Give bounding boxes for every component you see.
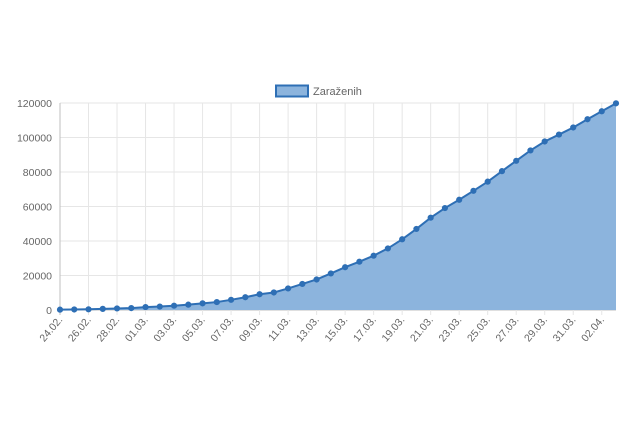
data-point-02.04.[interactable]	[599, 109, 604, 114]
x-tick-label: 02.04.	[579, 314, 607, 344]
data-point-29.03.[interactable]	[542, 139, 547, 144]
x-tick-label: 09.03.	[237, 314, 265, 344]
data-point-14.03.[interactable]	[328, 271, 333, 276]
data-point-19.03.[interactable]	[400, 237, 405, 242]
data-point-28.03.[interactable]	[528, 148, 533, 153]
data-point-25.02.[interactable]	[72, 307, 77, 312]
x-tick-label: 25.03.	[465, 314, 493, 344]
data-point-29.02.[interactable]	[129, 306, 134, 311]
data-point-26.03.[interactable]	[499, 169, 504, 174]
data-point-23.03.[interactable]	[457, 197, 462, 202]
legend-swatch[interactable]	[276, 86, 308, 97]
data-point-10.03.[interactable]	[271, 290, 276, 295]
x-tick-label: 05.03.	[180, 314, 208, 344]
data-point-17.03.[interactable]	[371, 253, 376, 258]
data-point-08.03.[interactable]	[243, 295, 248, 300]
data-point-20.03.[interactable]	[414, 226, 419, 231]
x-axis: 24.02. 26.02. 28.02. 01.03. 03.03. 05.03. 07.0…	[37, 314, 607, 344]
data-point-03.04.[interactable]	[613, 101, 618, 106]
data-point-31.03.[interactable]	[571, 125, 576, 130]
data-point-12.03.[interactable]	[300, 281, 305, 286]
data-point-25.03.[interactable]	[485, 179, 490, 184]
y-tick-label: 80000	[23, 167, 52, 179]
data-point-15.03.[interactable]	[343, 265, 348, 270]
data-point-13.03.[interactable]	[314, 277, 319, 282]
y-tick-label: 100000	[17, 133, 52, 145]
data-point-11.03.[interactable]	[286, 286, 291, 291]
data-point-05.03.[interactable]	[200, 301, 205, 306]
x-tick-label: 24.02.	[37, 314, 65, 344]
x-tick-label: 03.03.	[151, 314, 179, 344]
data-point-21.03.[interactable]	[428, 215, 433, 220]
x-tick-label: 28.02.	[94, 314, 122, 344]
y-tick-label: 60000	[23, 202, 52, 214]
data-point-24.03.[interactable]	[471, 188, 476, 193]
x-tick-label: 21.03.	[408, 314, 436, 344]
data-point-24.02.[interactable]	[57, 307, 62, 312]
data-point-01.03.[interactable]	[143, 304, 148, 309]
data-point-09.03.[interactable]	[257, 292, 262, 297]
x-tick-label: 23.03.	[437, 314, 465, 344]
data-point-30.03.[interactable]	[556, 132, 561, 137]
legend[interactable]: Zaraženih	[276, 86, 362, 99]
x-tick-label: 19.03.	[379, 314, 407, 344]
data-point-26.02.[interactable]	[86, 307, 91, 312]
x-tick-label: 17.03.	[351, 314, 379, 344]
data-point-22.03.[interactable]	[442, 205, 447, 210]
data-point-07.03.[interactable]	[228, 297, 233, 302]
legend-label[interactable]: Zaraženih	[313, 86, 362, 98]
y-axis: 0 20000 40000 60000 80000 100000 120000	[17, 98, 52, 317]
x-tick-label: 13.03.	[294, 314, 322, 344]
data-point-03.03.[interactable]	[171, 303, 176, 308]
data-point-06.03.[interactable]	[214, 299, 219, 304]
x-tick-label: 11.03.	[266, 314, 293, 343]
y-tick-label: 20000	[23, 271, 52, 283]
x-tick-label: 31.03.	[551, 314, 579, 344]
data-point-01.04.[interactable]	[585, 117, 590, 122]
data-point-04.03.[interactable]	[186, 302, 191, 307]
data-point-27.02.[interactable]	[100, 306, 105, 311]
data-point-02.03.[interactable]	[157, 304, 162, 309]
data-point-16.03.[interactable]	[357, 259, 362, 264]
y-tick-label: 120000	[17, 98, 52, 110]
y-tick-label: 0	[46, 305, 52, 317]
data-point-28.02.[interactable]	[114, 306, 119, 311]
data-point-27.03.[interactable]	[514, 158, 519, 163]
x-tick-label: 07.03.	[208, 314, 236, 344]
x-tick-label: 27.03.	[494, 314, 522, 344]
x-tick-label: 26.02.	[66, 314, 94, 344]
x-tick-label: 29.03.	[522, 314, 550, 344]
data-point-18.03.[interactable]	[385, 246, 390, 251]
x-tick-label: 15.03.	[322, 314, 350, 344]
x-tick-label: 01.03.	[123, 314, 151, 344]
y-tick-label: 40000	[23, 236, 52, 248]
